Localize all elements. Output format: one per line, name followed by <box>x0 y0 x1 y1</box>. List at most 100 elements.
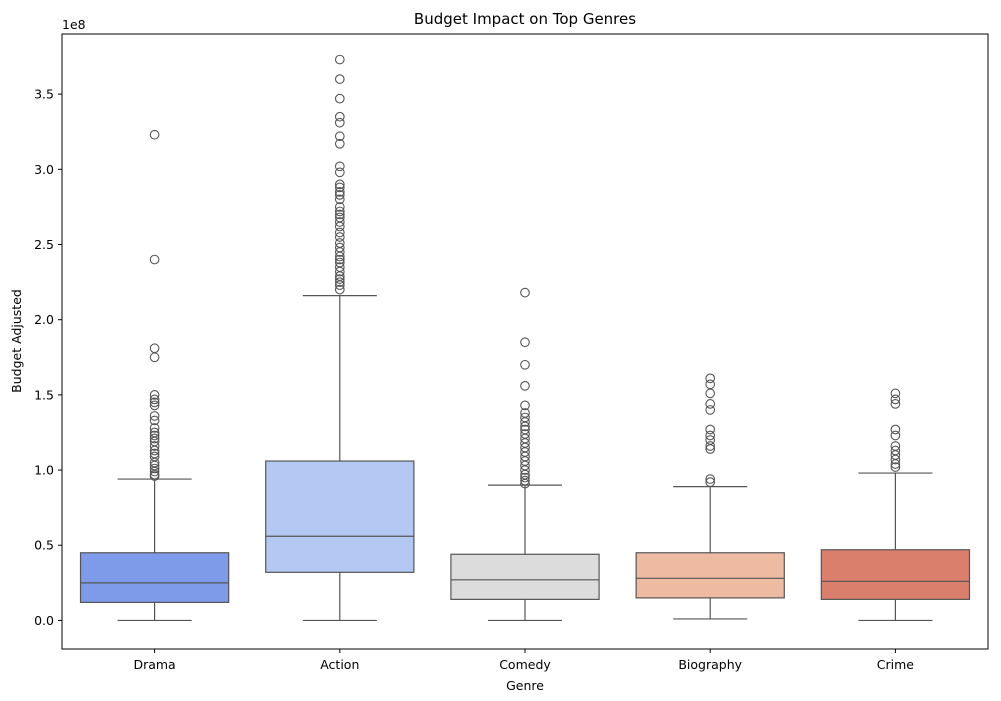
box-iqr <box>635 552 785 599</box>
outlier-point <box>890 454 901 465</box>
outlier-point <box>149 397 160 408</box>
outlier-point <box>149 400 160 411</box>
outlier-point <box>334 54 345 65</box>
outlier-point <box>890 430 901 441</box>
outlier-point <box>149 129 160 140</box>
outlier-point <box>520 287 530 298</box>
box-group: Action <box>265 54 415 672</box>
outlier-point <box>334 167 345 178</box>
outlier-point <box>520 475 530 486</box>
y-tick-label: 2.5 <box>34 237 54 252</box>
y-tick-label: 3.0 <box>34 162 54 177</box>
y-tick-label: 0.0 <box>34 613 54 628</box>
box-iqr <box>820 549 971 600</box>
x-axis-label: Genre <box>506 678 544 693</box>
outlier-point <box>520 465 530 475</box>
outlier-point <box>149 430 160 441</box>
outlier-point <box>890 394 901 405</box>
outlier-point <box>334 202 345 212</box>
outlier-point <box>149 463 160 474</box>
plot-frame <box>61 33 989 650</box>
outlier-point <box>520 421 530 432</box>
outlier-point <box>334 209 345 220</box>
outlier-point <box>149 352 160 363</box>
outlier-point <box>149 394 160 405</box>
box-iqr <box>450 553 600 600</box>
y-tick-label: 1.5 <box>34 387 54 402</box>
box-group: Comedy <box>450 287 600 672</box>
outlier-point <box>149 445 160 456</box>
x-tick-label: Action <box>320 657 359 672</box>
y-tick-label: 0.5 <box>34 538 54 553</box>
outlier-point <box>149 441 160 451</box>
outlier-point <box>149 411 160 421</box>
outlier-point <box>149 254 160 265</box>
outlier-point <box>149 471 160 481</box>
outlier-point <box>705 405 716 415</box>
outlier-point <box>890 388 901 399</box>
outlier-point <box>520 381 530 391</box>
outlier-point <box>334 138 345 149</box>
outlier-point <box>705 424 716 435</box>
outlier-point <box>705 388 716 399</box>
outlier-point <box>705 477 716 487</box>
outlier-point <box>890 462 901 472</box>
box-group: Drama <box>79 129 230 672</box>
y-axis-offset-label: 1e8 <box>62 17 86 32</box>
outlier-point <box>334 254 345 265</box>
outlier-point <box>705 444 716 454</box>
outlier-point <box>334 111 345 122</box>
y-axis-label: Budget Adjusted <box>9 289 24 393</box>
plot-area: 0.0 0.5 1.0 1.5 2.0 2.5 3.0 3.5 Drama Action Comed… <box>34 54 971 672</box>
outlier-point <box>705 474 716 484</box>
outlier-point <box>334 251 345 262</box>
outlier-point <box>334 161 345 172</box>
outlier-point <box>520 417 530 427</box>
outlier-point <box>334 206 345 217</box>
outlier-point <box>334 93 345 104</box>
outlier-point <box>149 423 160 433</box>
x-tick-label: Crime <box>877 657 915 672</box>
outlier-point <box>334 227 345 238</box>
outlier-point <box>334 131 345 142</box>
outlier-point <box>334 190 345 200</box>
outlier-point <box>705 430 716 441</box>
outlier-point <box>520 359 530 370</box>
box-iqr <box>79 552 230 603</box>
outlier-point <box>334 277 345 287</box>
outlier-point <box>334 217 345 227</box>
outlier-point <box>520 478 530 489</box>
box-group: Crime <box>820 388 971 672</box>
outlier-point <box>334 187 345 197</box>
outlier-point <box>890 399 901 409</box>
outlier-point <box>149 415 160 426</box>
outlier-point <box>890 424 901 435</box>
outlier-point <box>520 472 530 483</box>
outlier-point <box>334 117 345 128</box>
outlier-point <box>149 433 160 444</box>
outlier-point <box>334 232 345 242</box>
outlier-point <box>334 266 345 277</box>
x-tick-label: Drama <box>133 657 175 672</box>
box-group: Biography <box>635 373 785 672</box>
outlier-point <box>334 274 345 284</box>
outlier-point <box>334 221 345 232</box>
y-tick-label: 2.0 <box>34 312 54 327</box>
outlier-point <box>520 337 530 348</box>
y-tick-label: 1.0 <box>34 463 54 478</box>
outlier-point <box>334 182 345 193</box>
chart-title: Budget Impact on Top Genres <box>414 10 636 28</box>
x-tick-label: Biography <box>678 657 742 672</box>
outlier-point <box>705 373 716 384</box>
outlier-point <box>149 466 160 477</box>
y-tick-label: 3.5 <box>34 87 54 102</box>
outlier-point <box>334 179 345 190</box>
outlier-point <box>890 459 901 469</box>
outlier-point <box>334 247 345 257</box>
box-iqr <box>265 460 415 573</box>
outlier-point <box>334 194 345 205</box>
outlier-point <box>705 399 716 409</box>
x-tick-label: Comedy <box>499 657 551 672</box>
outlier-point <box>334 280 345 290</box>
